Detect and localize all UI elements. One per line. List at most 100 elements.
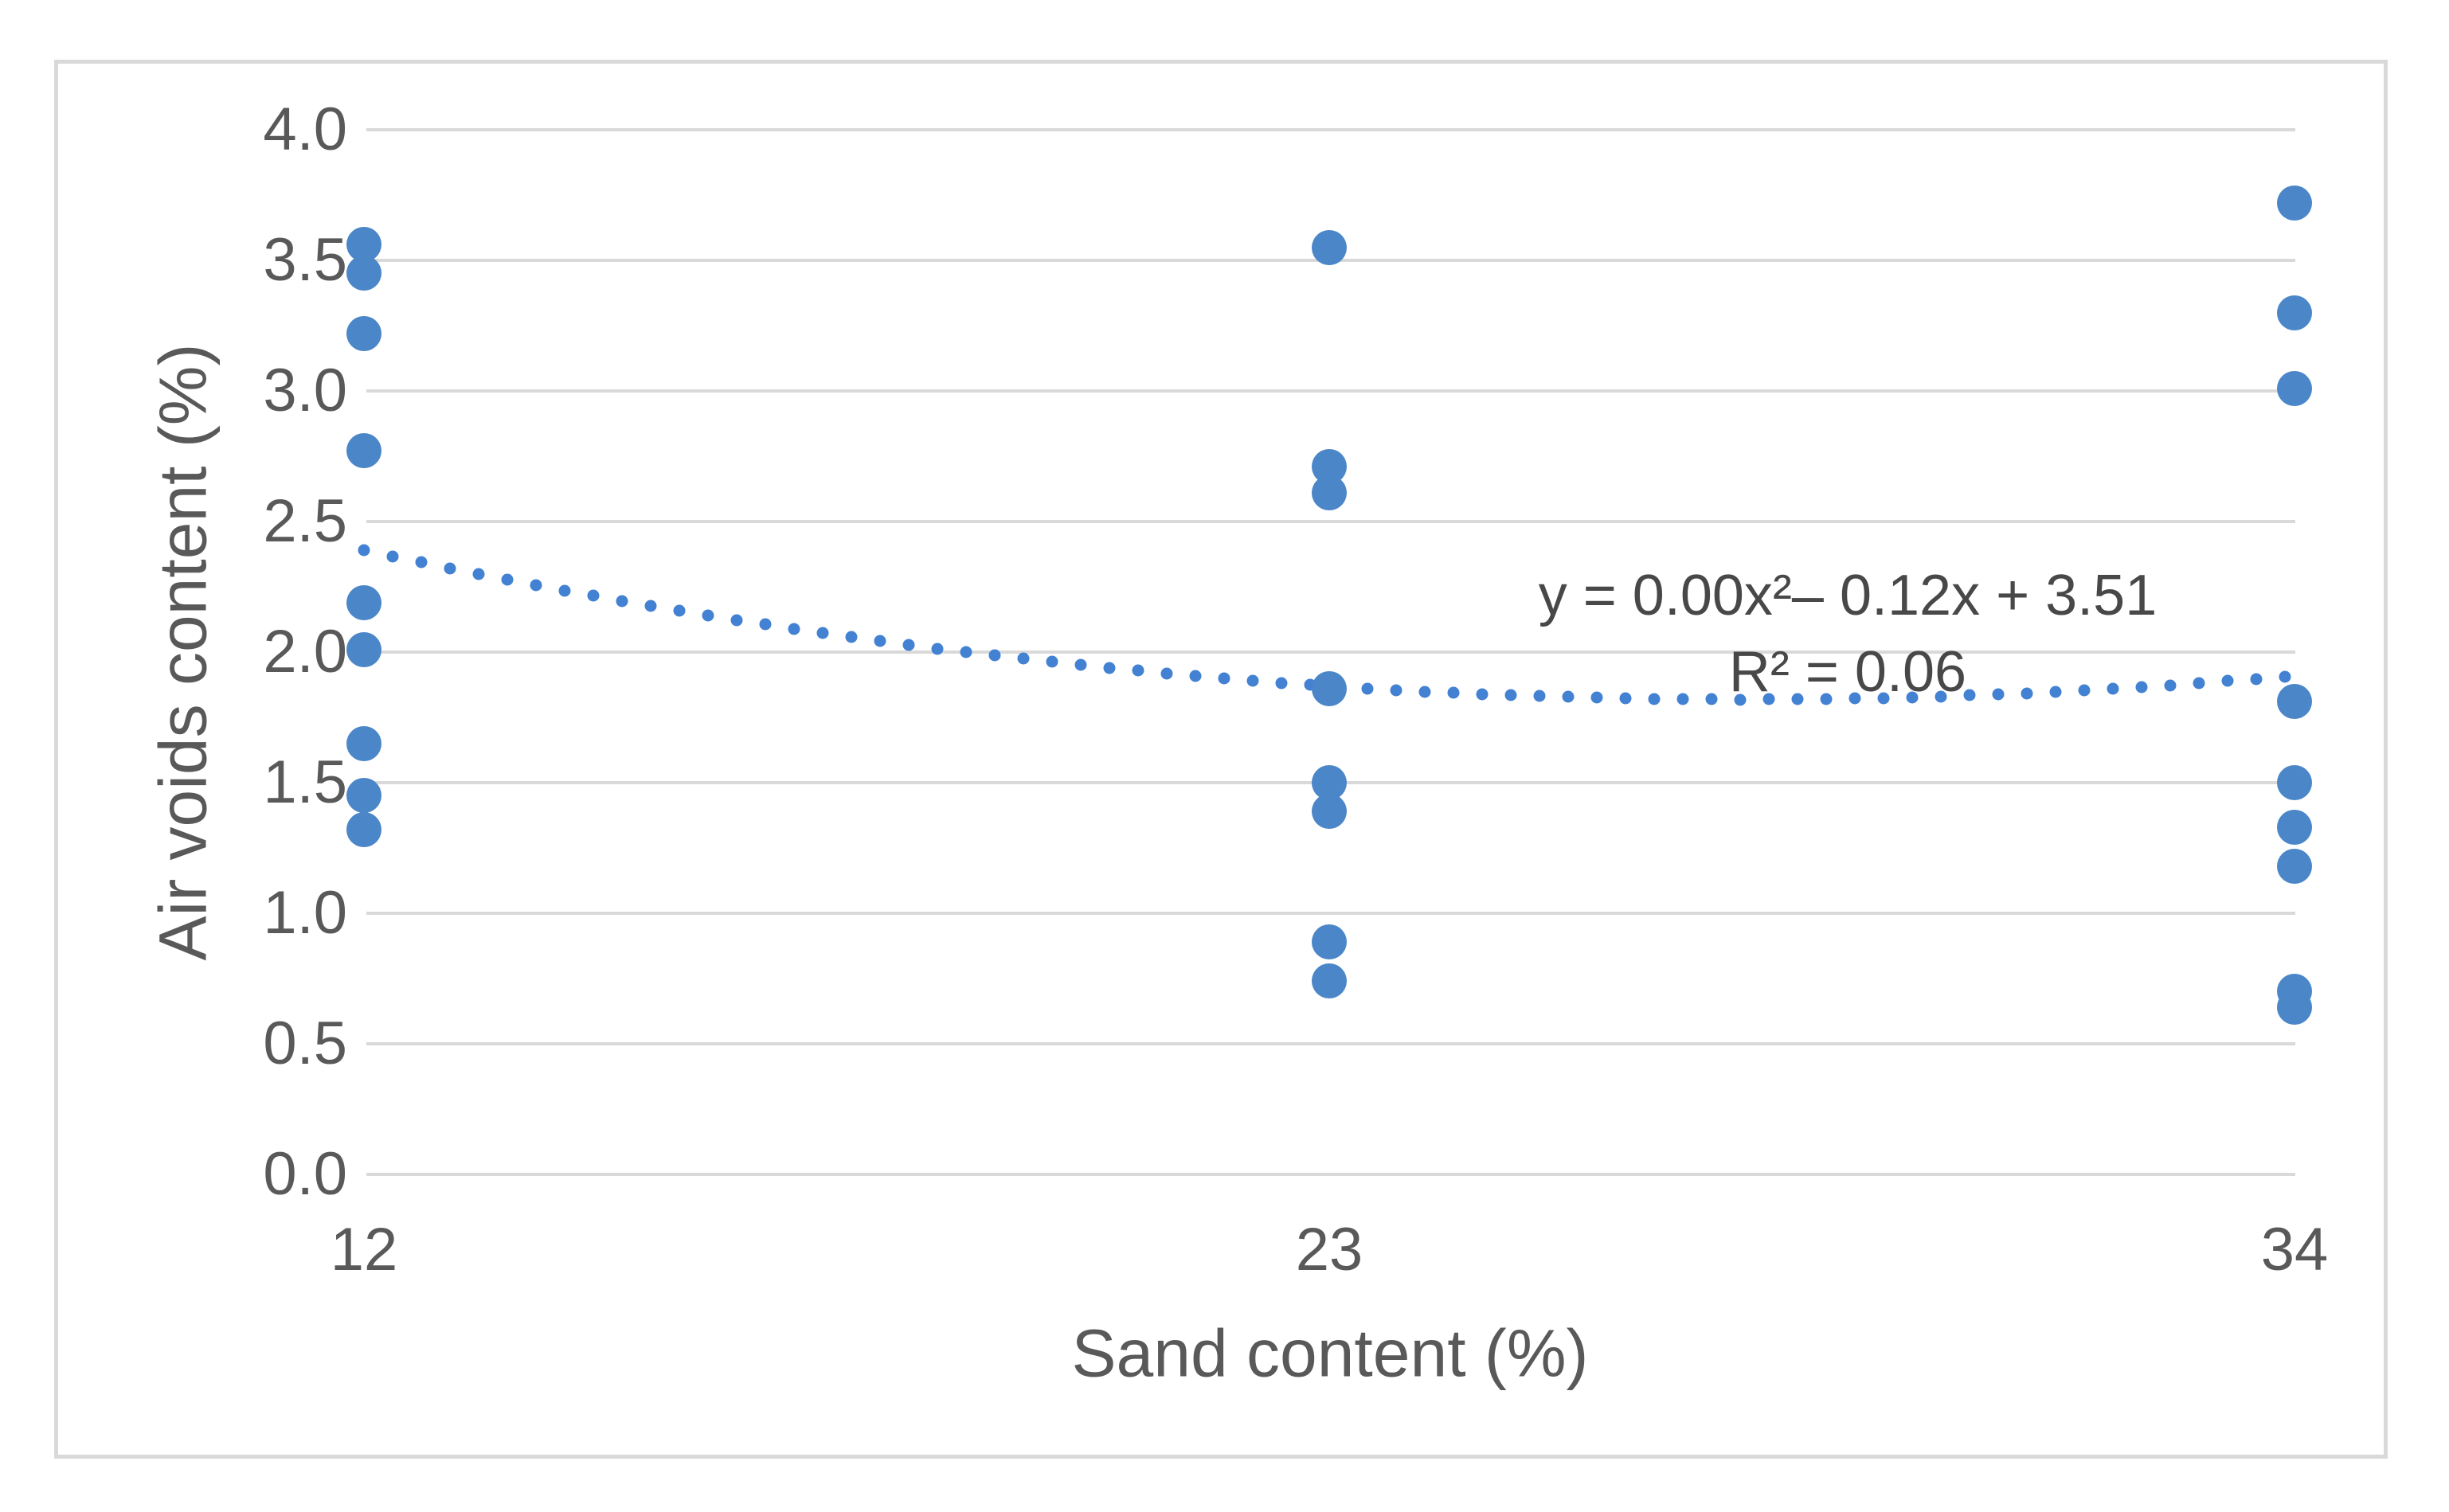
trendline-dot: [902, 639, 915, 651]
chart-area-border: [54, 60, 2388, 1459]
trendline-dot: [1963, 689, 1976, 701]
trendline-dot: [530, 579, 542, 592]
trendline-dot: [616, 595, 628, 608]
data-point-marker: [1312, 670, 1347, 706]
y-tick-label: 3.0: [263, 357, 347, 424]
trendline-dot: [358, 544, 370, 557]
x-axis-title: Sand content (%): [1071, 1315, 1589, 1391]
trendline-dot: [386, 550, 399, 563]
trendline-dot: [1189, 670, 1202, 682]
trendline-dot: [2250, 673, 2263, 686]
y-tick-label: 0.5: [263, 1010, 347, 1077]
trendline-dot: [931, 643, 944, 655]
gridline-y-1.0: [366, 912, 2295, 915]
trendline-dot: [587, 589, 600, 602]
y-tick-label: 2.0: [263, 618, 347, 686]
trendline-dot: [1017, 652, 1030, 665]
trendline-dot: [759, 618, 772, 631]
data-point-marker: [1312, 924, 1347, 960]
trendline-dot: [1218, 672, 1230, 685]
gridline-y-4.0: [366, 128, 2295, 131]
data-point-marker: [2277, 295, 2312, 330]
data-point-marker: [346, 631, 381, 667]
trendline-dot: [673, 604, 686, 617]
y-tick-label: 1.5: [263, 748, 347, 816]
trendline-dot: [1447, 686, 1460, 699]
trendline-dot: [415, 556, 428, 568]
data-point-marker: [2277, 809, 2312, 845]
trendline-dot: [2193, 677, 2205, 690]
data-point-marker: [346, 812, 381, 848]
data-point-marker: [346, 433, 381, 469]
gridline-y-0.0: [366, 1173, 2295, 1176]
trendline-dot: [644, 600, 657, 612]
data-point-marker: [346, 778, 381, 814]
data-point-marker: [2277, 684, 2312, 720]
x-tick-label: 12: [330, 1216, 398, 1283]
data-point-marker: [1312, 229, 1347, 265]
trendline-dot: [2135, 681, 2148, 693]
trendline-dot: [1992, 688, 2005, 701]
trendline-dot: [874, 635, 886, 647]
trendline-dot: [1619, 692, 1632, 705]
y-axis-title: Air voids content (%): [145, 343, 221, 961]
trendline-dot: [2221, 674, 2234, 687]
y-tick-label: 4.0: [263, 96, 347, 163]
trendline-dot: [2049, 686, 2062, 698]
data-point-marker: [2277, 370, 2312, 406]
trendline-dot: [1762, 693, 1775, 705]
gridline-y-3.0: [366, 389, 2295, 393]
trendline-dot: [1132, 664, 1144, 677]
trendline-dot: [988, 649, 1001, 662]
trendline-dot: [1246, 674, 1259, 687]
trendline-dot: [1275, 677, 1288, 690]
trendline-dot: [1160, 667, 1173, 680]
trendline-equation: y = 0.00x²– 0.12x + 3.51: [1538, 564, 2158, 627]
y-tick-label: 2.5: [263, 487, 347, 555]
trendline-equation-block: y = 0.00x²– 0.12x + 3.51 R² = 0.06: [1539, 557, 2158, 710]
data-point-marker: [1312, 475, 1347, 510]
trendline-dot: [2078, 684, 2091, 697]
trendline-dot: [444, 562, 456, 575]
trendline-dot: [1791, 693, 1804, 705]
data-point-marker: [2277, 990, 2312, 1026]
trendline-dot: [1504, 689, 1517, 701]
data-point-marker: [346, 256, 381, 291]
gridline-y-2.5: [366, 520, 2295, 523]
data-point-marker: [346, 315, 381, 351]
trendline-dot: [1103, 662, 1116, 674]
trendline-dot: [1074, 658, 1087, 671]
trendline-dot: [2021, 687, 2033, 700]
trendline-dot: [960, 646, 972, 658]
trendline-dot: [845, 631, 858, 643]
gridline-y-2.0: [366, 651, 2295, 654]
trendline-dot: [730, 614, 743, 627]
y-tick-label: 0.0: [263, 1140, 347, 1208]
trendline-dot: [816, 627, 829, 639]
trendline-dot: [788, 623, 800, 635]
trendline-dot: [1533, 690, 1546, 702]
trendline-dot: [501, 573, 514, 586]
trendline-dot: [1590, 691, 1603, 704]
gridline-y-0.5: [366, 1042, 2295, 1045]
data-point-marker: [1312, 963, 1347, 999]
trendline-dot: [1676, 693, 1689, 705]
trendline-dot: [1848, 692, 1861, 705]
y-tick-label: 1.0: [263, 879, 347, 947]
x-tick-label: 34: [2260, 1216, 2329, 1283]
trendline-dot: [1418, 686, 1431, 698]
data-point-marker: [2277, 765, 2312, 800]
trendline-r-squared: R² = 0.06: [1728, 640, 1967, 704]
data-point-marker: [346, 584, 381, 620]
trendline-dot: [2107, 682, 2119, 695]
trendline-dot: [1562, 690, 1575, 703]
x-tick-label: 23: [1295, 1216, 1363, 1283]
y-tick-label: 3.5: [263, 226, 347, 294]
trendline-dot: [472, 568, 485, 580]
trendline-dot: [2279, 670, 2291, 683]
trendline-dot: [702, 609, 714, 622]
trendline-dot: [1877, 692, 1890, 705]
trendline-dot: [1820, 693, 1833, 705]
trendline-dot: [1046, 655, 1058, 668]
data-point-marker: [1312, 794, 1347, 830]
